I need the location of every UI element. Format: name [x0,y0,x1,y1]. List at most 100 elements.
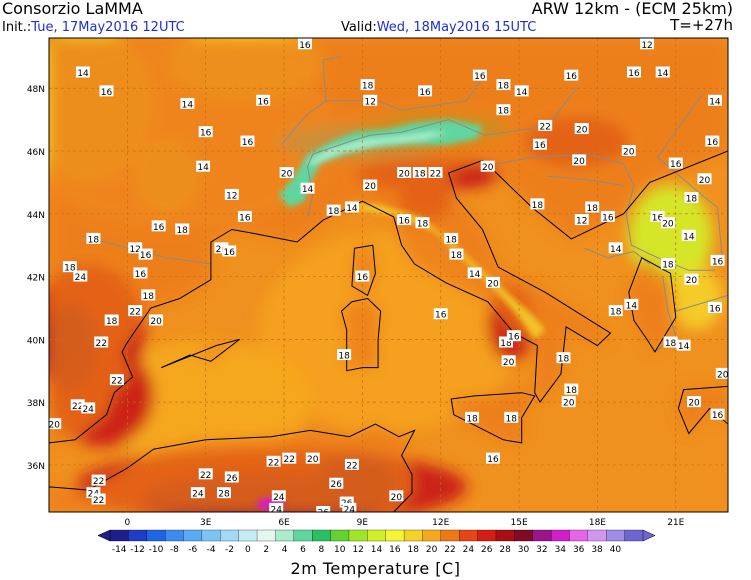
temperature-label-box [269,502,284,512]
country-border [545,175,624,186]
temperature-field [670,267,723,330]
temperature-label-box [224,188,239,200]
lat-tick-label: 48N [27,85,45,95]
temperature-label: 22 [430,169,441,179]
colorbar-tick-label: 18 [408,545,420,555]
temperature-label: 14 [469,270,481,280]
temperature-label: 14 [346,204,358,214]
temperature-label-box [128,242,143,254]
temperature-label-box [532,138,547,150]
temperature-label-box [266,455,281,467]
temperature-label-box [467,267,482,279]
temperature-label-box [216,487,231,499]
valid-time: Valid:Wed, 18May2016 15UTC [341,21,536,34]
temperature-label: 20 [573,157,585,167]
temperature-label: 16 [223,248,235,258]
temperature-label: 14 [197,163,209,173]
temperature-label-box [707,94,722,106]
temperature-label: 18 [610,308,622,318]
temperature-label-box [149,314,164,326]
temperature-label-box [485,452,500,464]
temperature-label-box [355,270,370,282]
lon-tick-label: 21E [667,518,684,528]
temperature-label: 22 [93,477,104,487]
temperature-label: 24 [270,505,282,515]
temperature-label-box [329,477,344,489]
temperature-label-box [109,374,124,386]
colorbar-swatch [109,529,129,542]
temperature-label-box [337,349,352,361]
temperature-label-box [626,66,641,78]
temperature-label-box [214,242,229,254]
colorbar-tick-label: 32 [536,545,547,555]
colorbar-tick-label: -10 [149,545,164,555]
colorbar-tick-label: 34 [555,545,567,555]
temperature-label-box [190,487,205,499]
temperature-label-box [676,339,691,351]
coastline [628,256,677,353]
map-frame [48,37,729,513]
temperature-label: 20 [281,169,293,179]
temperature-label: 22 [111,377,122,387]
temperature-label: 14 [657,69,669,79]
temperature-label-box [428,166,443,178]
colorbar-swatch [495,529,515,542]
lat-tick-label: 36N [27,462,45,472]
lat-tick-label: 46N [27,148,45,158]
temperature-label-box [621,145,636,157]
temperature-label: 18 [362,82,374,92]
temperature-label: 18 [414,169,426,179]
forecast-lead: T=+27h [670,16,733,34]
temperature-label: 20 [487,279,499,289]
land-field [628,257,676,352]
temperature-label-box [608,305,623,317]
temperature-label: 16 [670,160,682,170]
temperature-label-box [412,166,427,178]
coastline [340,297,382,372]
temperature-label-box [75,66,90,78]
temperature-label-box [305,452,320,464]
init-label: Init.: [2,20,32,35]
temperature-label: 16 [153,223,165,233]
temperature-label: 22 [96,339,107,349]
temperature-label-box [240,135,255,147]
temperature-label: 22 [72,402,83,412]
temperature-label: 16 [566,72,578,82]
temperature-label: 14 [77,69,89,79]
country-border [656,94,724,265]
lat-tick-label: 42N [27,274,45,284]
colorbar-tick-label: 10 [334,545,346,555]
colorbar-tick-label: 36 [573,545,585,555]
land-field [351,245,376,296]
colorbar-tick-label: 8 [318,545,324,555]
temperature-label-box [561,396,576,408]
temperature-label-box [297,38,312,50]
temperature-label-box [684,273,699,285]
country-border [322,56,342,101]
temperature-label: 18 [532,201,544,211]
land-field [451,392,535,443]
temperature-label: 20 [364,182,376,192]
colorbar-tick-label: 20 [426,545,438,555]
temperature-label: 16 [652,213,664,223]
colorbar-swatch [606,529,626,542]
temperature-label-box [480,160,495,172]
temperature-label-box [196,160,211,172]
temperature-label-box [73,270,88,282]
temperature-label-box [600,210,615,222]
colorbar-swatch [293,529,313,542]
temperature-label-box [300,182,315,194]
temperature-label: 16 [474,72,486,82]
temperature-label-box [99,85,114,97]
temperature-label-box [514,85,529,97]
colorbar-arrow-right [642,529,656,542]
temperature-label-box [344,458,359,470]
temperature-label: 16 [707,138,719,148]
temperature-label-box [279,166,294,178]
temperature-label-box [564,383,579,395]
temperature-label: 16 [534,141,546,151]
temperature-label: 18 [506,414,518,424]
temperature-label: 16 [101,88,113,98]
temperature-label: 16 [140,251,152,261]
temperature-label-box [668,157,683,169]
